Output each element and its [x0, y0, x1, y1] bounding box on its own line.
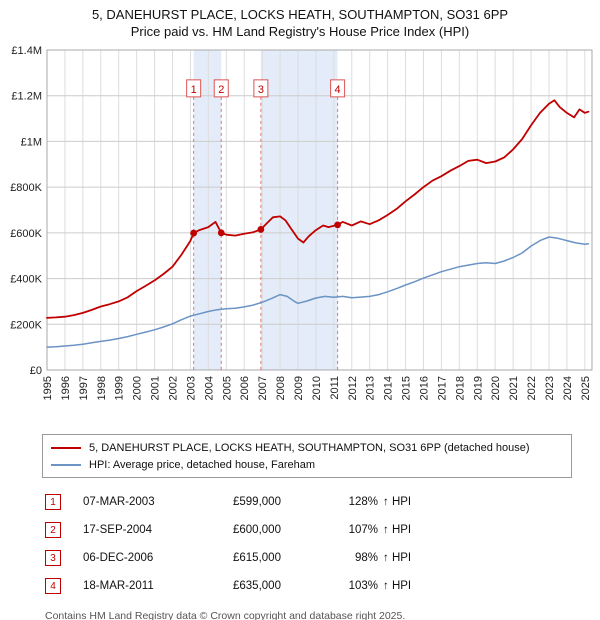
svg-text:£1M: £1M	[21, 136, 42, 148]
price-chart: £0 £200K £400K £600K £800K £1M £1.2M £1.4M 1995 1…	[10, 45, 593, 400]
svg-text:2017: 2017	[436, 376, 448, 400]
svg-text:2025: 2025	[580, 376, 592, 400]
svg-text:2002: 2002	[167, 376, 179, 400]
row-hpi-percent: 98%	[354, 552, 378, 564]
row-number-badge: 1	[45, 494, 61, 510]
row-date: 07-MAR-2003	[83, 496, 155, 508]
svg-text:2010: 2010	[311, 376, 323, 400]
red-line-swatch	[51, 446, 81, 449]
blue-line-swatch	[51, 463, 81, 466]
svg-text:2015: 2015	[401, 376, 413, 400]
svg-text:1995: 1995	[42, 376, 54, 400]
svg-text:2024: 2024	[562, 376, 574, 400]
svg-text:2001: 2001	[150, 376, 162, 400]
svg-text:£200K: £200K	[10, 319, 42, 331]
row-date: 17-SEP-2004	[83, 524, 153, 536]
svg-text:2011: 2011	[329, 376, 341, 400]
svg-text:2004: 2004	[203, 376, 215, 400]
table-row: 3 06-DEC-2006 £615,000 98% ↑ HPI	[45, 544, 600, 572]
svg-text:2: 2	[218, 84, 224, 96]
legend-label-property: 5, DANEHURST PLACE, LOCKS HEATH, SOUTHAM…	[89, 441, 530, 454]
svg-text:2016: 2016	[418, 376, 430, 400]
svg-text:£800K: £800K	[10, 182, 42, 194]
svg-text:1: 1	[191, 84, 197, 96]
svg-text:4: 4	[335, 84, 341, 96]
svg-text:2009: 2009	[293, 376, 305, 400]
svg-text:£1.4M: £1.4M	[11, 45, 42, 57]
row-price: £600,000	[233, 524, 281, 536]
transaction-table: 1 07-MAR-2003 £599,000 128% ↑ HPI 2 17-S…	[45, 488, 600, 600]
svg-text:2023: 2023	[544, 376, 556, 400]
table-row: 1 07-MAR-2003 £599,000 128% ↑ HPI	[45, 488, 600, 516]
row-price: £635,000	[233, 580, 281, 592]
svg-text:2006: 2006	[239, 376, 251, 400]
svg-text:2018: 2018	[454, 376, 466, 400]
chart-header: 5, DANEHURST PLACE, LOCKS HEATH, SOUTHAM…	[0, 0, 600, 40]
svg-text:£600K: £600K	[10, 228, 42, 240]
svg-text:2007: 2007	[257, 376, 269, 400]
row-hpi-percent: 103%	[348, 580, 378, 592]
svg-text:1998: 1998	[96, 376, 108, 400]
page-title: 5, DANEHURST PLACE, LOCKS HEATH, SOUTHAM…	[91, 7, 509, 22]
svg-text:2013: 2013	[365, 376, 377, 400]
row-date: 06-DEC-2006	[83, 552, 154, 564]
footer-text: Contains HM Land Registry data © Crown c…	[45, 610, 600, 620]
svg-text:1999: 1999	[114, 376, 126, 400]
table-row: 4 18-MAR-2011 £635,000 103% ↑ HPI	[45, 572, 600, 600]
svg-text:2005: 2005	[221, 376, 233, 400]
row-price: £615,000	[233, 552, 281, 564]
svg-text:2020: 2020	[490, 376, 502, 400]
row-hpi-relation: ↑ HPI	[383, 496, 412, 508]
svg-text:2000: 2000	[132, 376, 144, 400]
footer-line-1: Contains HM Land Registry data © Crown c…	[45, 610, 406, 620]
svg-text:1996: 1996	[60, 376, 72, 400]
row-hpi-relation: ↑ HPI	[383, 552, 412, 564]
row-hpi-percent: 128%	[348, 496, 378, 508]
svg-text:£400K: £400K	[10, 274, 42, 286]
svg-text:2012: 2012	[347, 376, 359, 400]
legend: 5, DANEHURST PLACE, LOCKS HEATH, SOUTHAM…	[42, 434, 572, 478]
svg-text:2021: 2021	[508, 376, 520, 400]
row-hpi-percent: 107%	[348, 524, 378, 536]
row-hpi-relation: ↑ HPI	[383, 580, 412, 592]
svg-text:2008: 2008	[275, 376, 287, 400]
row-number-badge: 2	[45, 522, 61, 538]
svg-text:2003: 2003	[185, 376, 197, 400]
table-row: 2 17-SEP-2004 £600,000 107% ↑ HPI	[45, 516, 600, 544]
svg-text:2014: 2014	[383, 376, 395, 400]
page-subtitle: Price paid vs. HM Land Registry's House …	[130, 24, 470, 39]
legend-item-property: 5, DANEHURST PLACE, LOCKS HEATH, SOUTHAM…	[51, 439, 563, 456]
svg-text:£1.2M: £1.2M	[11, 91, 42, 103]
legend-item-hpi: HPI: Average price, detached house, Fare…	[51, 456, 563, 473]
row-number-badge: 4	[45, 578, 61, 594]
legend-label-hpi: HPI: Average price, detached house, Fare…	[89, 458, 316, 471]
svg-text:2022: 2022	[526, 376, 538, 400]
svg-text:2019: 2019	[472, 376, 484, 400]
svg-text:3: 3	[258, 84, 264, 96]
svg-text:£0: £0	[30, 365, 42, 377]
row-date: 18-MAR-2011	[83, 580, 154, 592]
row-hpi-relation: ↑ HPI	[383, 524, 412, 536]
row-price: £599,000	[233, 496, 281, 508]
row-number-badge: 3	[45, 550, 61, 566]
svg-text:1997: 1997	[78, 376, 90, 400]
